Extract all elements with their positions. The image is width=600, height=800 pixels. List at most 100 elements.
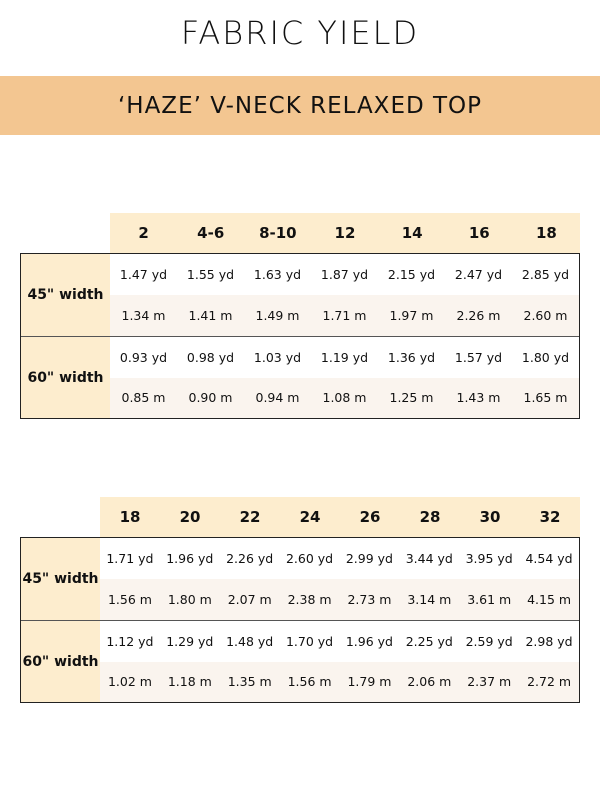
size-header-row: 2 4-6 8-10 12 14 16 18 [110, 213, 580, 253]
yield-table-small-sizes: 2 4-6 8-10 12 14 16 18 45" width 1.47 yd 1.55 yd 1… [20, 213, 580, 420]
yield-cell: 1.96 yd [166, 551, 214, 566]
yards-row: 1.71 yd 1.96 yd 2.26 yd 2.60 yd 2.99 yd 3.44 … [100, 538, 579, 579]
size-header: 22 [239, 508, 261, 526]
size-header-row: 18 20 22 24 26 28 30 32 [100, 497, 580, 537]
yield-cell: 1.36 yd [387, 349, 436, 365]
yield-cell: 2.38 m [287, 592, 332, 607]
yield-cell: 2.26 yd [226, 551, 274, 566]
size-header: 24 [299, 508, 321, 526]
yield-cell: 1.80 yd [521, 349, 570, 365]
yield-cell: 0.98 yd [186, 349, 235, 365]
yield-cell: 2.98 yd [525, 633, 573, 649]
yield-cell: 1.87 yd [320, 267, 369, 282]
yield-cell: 2.47 yd [454, 267, 503, 282]
yards-row: 0.93 yd 0.98 yd 1.03 yd 1.19 yd 1.36 yd 1.57 … [110, 337, 579, 378]
meters-row: 0.85 m 0.90 m 0.94 m 1.08 m 1.25 m 1.43 m 1.65… [110, 377, 579, 418]
yield-cell: 1.12 yd [106, 633, 154, 649]
yield-cell: 1.97 m [389, 308, 434, 323]
yield-cell: 2.85 yd [521, 267, 570, 282]
yards-row: 1.12 yd 1.29 yd 1.48 yd 1.70 yd 1.96 yd 2.25 … [100, 621, 579, 662]
yield-cell: 1.48 yd [226, 633, 274, 649]
group-rows: 1.71 yd 1.96 yd 2.26 yd 2.60 yd 2.99 yd 3.44 … [100, 538, 579, 620]
fabric-width-group: 45" width 1.71 yd 1.96 yd 2.26 yd 2.60 yd 2.9… [21, 538, 579, 620]
yield-cell: 1.35 m [227, 674, 272, 690]
yield-cell: 1.49 m [255, 308, 300, 323]
yield-cell: 3.95 yd [465, 551, 513, 566]
size-header: 16 [468, 224, 490, 242]
yield-cell: 2.73 m [347, 592, 392, 607]
group-rows: 1.12 yd 1.29 yd 1.48 yd 1.70 yd 1.96 yd 2.25 … [100, 621, 579, 702]
yield-cell: 1.56 m [107, 592, 152, 607]
yield-cell: 1.47 yd [119, 267, 168, 282]
yield-cell: 0.90 m [188, 390, 233, 406]
yield-cell: 2.59 yd [465, 633, 513, 649]
yield-cell: 1.02 m [107, 674, 152, 690]
yield-cell: 1.63 yd [253, 267, 302, 282]
fabric-width-group: 45" width 1.47 yd 1.55 yd 1.63 yd 1.87 yd 2.1… [21, 254, 579, 336]
group-rows: 0.93 yd 0.98 yd 1.03 yd 1.19 yd 1.36 yd 1.57 … [110, 337, 579, 418]
yield-cell: 1.71 m [322, 308, 367, 323]
fabric-width-label: 60" width [21, 337, 110, 418]
yield-cell: 1.34 m [121, 308, 166, 323]
yield-cell: 1.80 m [167, 592, 212, 607]
size-header: 8-10 [259, 224, 297, 242]
size-header: 30 [479, 508, 501, 526]
size-header: 18 [535, 224, 557, 242]
fabric-width-label: 60" width [21, 621, 100, 702]
yield-cell: 0.94 m [255, 390, 300, 406]
yield-cell: 1.56 m [287, 674, 332, 690]
yield-cell: 0.93 yd [119, 349, 168, 365]
meters-row: 1.34 m 1.41 m 1.49 m 1.71 m 1.97 m 2.26 m 2.60… [110, 295, 579, 336]
size-header: 4-6 [197, 224, 225, 242]
yield-cell: 1.55 yd [186, 267, 235, 282]
table-body: 45" width 1.71 yd 1.96 yd 2.26 yd 2.60 yd 2.9… [20, 537, 580, 703]
yield-cell: 2.99 yd [345, 551, 393, 566]
page-title: FABRIC YIELD [180, 14, 420, 52]
fabric-width-label: 45" width [21, 254, 110, 336]
yield-cell: 3.14 m [407, 592, 452, 607]
yield-cell: 2.72 m [527, 674, 572, 690]
size-header: 26 [359, 508, 381, 526]
yield-cell: 1.19 yd [320, 349, 369, 365]
yield-cell: 1.71 yd [106, 551, 154, 566]
size-header: 32 [539, 508, 561, 526]
yield-cell: 1.18 m [167, 674, 212, 690]
size-header: 14 [401, 224, 423, 242]
yield-cell: 1.29 yd [166, 633, 214, 649]
yield-cell: 2.26 m [456, 308, 501, 323]
yield-cell: 3.61 m [467, 592, 512, 607]
yield-table-large-sizes: 18 20 22 24 26 28 30 32 45" width 1.71 yd 1.96 yd 2… [20, 497, 580, 704]
yield-cell: 4.54 yd [525, 551, 573, 566]
yield-cell: 2.60 yd [285, 551, 334, 566]
yield-cell: 1.79 m [347, 674, 392, 690]
yield-cell: 1.41 m [188, 308, 233, 323]
yield-cell: 2.07 m [227, 592, 272, 607]
size-header: 20 [179, 508, 201, 526]
yield-cell: 2.25 yd [405, 633, 453, 649]
meters-row: 1.02 m 1.18 m 1.35 m 1.56 m 1.79 m 2.06 m 2.37… [100, 661, 579, 702]
table-body: 45" width 1.47 yd 1.55 yd 1.63 yd 1.87 yd 2.1… [20, 253, 580, 419]
size-header: 28 [419, 508, 441, 526]
group-rows: 1.47 yd 1.55 yd 1.63 yd 1.87 yd 2.15 yd 2.47 … [110, 254, 579, 336]
yield-cell: 0.85 m [121, 390, 166, 406]
size-header: 12 [334, 224, 356, 242]
size-header: 2 [138, 224, 149, 242]
yield-cell: 3.44 yd [405, 551, 453, 566]
yield-cell: 1.08 m [322, 390, 367, 406]
yield-cell: 2.15 yd [387, 267, 436, 282]
yield-cell: 1.57 yd [454, 349, 503, 365]
yield-cell: 1.96 yd [345, 633, 393, 649]
meters-row: 1.56 m 1.80 m 2.07 m 2.38 m 2.73 m 3.14 m 3.61… [100, 579, 579, 620]
pattern-name-banner: ‘HAZE’ V-NECK RELAXED TOP [0, 76, 600, 135]
size-header: 18 [119, 508, 141, 526]
fabric-width-group: 60" width 0.93 yd 0.98 yd 1.03 yd 1.19 yd 1.3… [21, 336, 579, 418]
yield-cell: 1.70 yd [285, 633, 334, 649]
yield-cell: 4.15 m [527, 592, 572, 607]
yards-row: 1.47 yd 1.55 yd 1.63 yd 1.87 yd 2.15 yd 2.47 … [110, 254, 579, 295]
yield-cell: 2.06 m [407, 674, 452, 690]
yield-cell: 1.65 m [523, 390, 568, 406]
yield-cell: 1.43 m [456, 390, 501, 406]
yield-cell: 1.03 yd [253, 349, 302, 365]
fabric-width-label: 45" width [21, 538, 100, 620]
yield-cell: 2.60 m [523, 308, 568, 323]
